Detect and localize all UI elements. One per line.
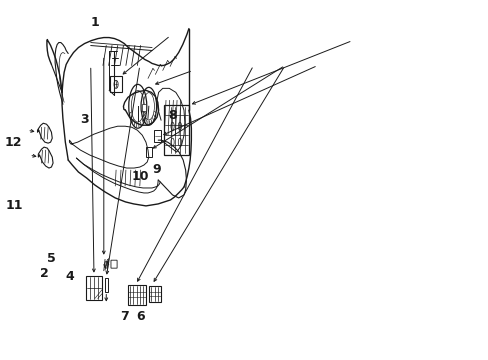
Text: 5: 5 [47,252,56,265]
FancyBboxPatch shape [164,105,188,155]
Text: 8: 8 [168,109,177,122]
Text: 12: 12 [5,136,22,149]
FancyBboxPatch shape [85,276,102,300]
Text: 11: 11 [6,199,23,212]
Text: 9: 9 [152,163,161,176]
FancyBboxPatch shape [111,260,117,268]
Text: 2: 2 [40,267,49,280]
FancyBboxPatch shape [148,285,161,302]
Text: 7: 7 [120,310,129,323]
FancyBboxPatch shape [145,147,152,157]
FancyBboxPatch shape [142,104,146,111]
FancyBboxPatch shape [110,76,122,92]
FancyBboxPatch shape [154,130,161,142]
FancyBboxPatch shape [104,278,108,292]
Text: 6: 6 [136,310,145,323]
FancyBboxPatch shape [127,285,146,305]
Text: 3: 3 [80,113,89,126]
Text: 10: 10 [132,170,149,183]
Text: 1: 1 [90,16,99,29]
Text: 4: 4 [65,270,74,283]
